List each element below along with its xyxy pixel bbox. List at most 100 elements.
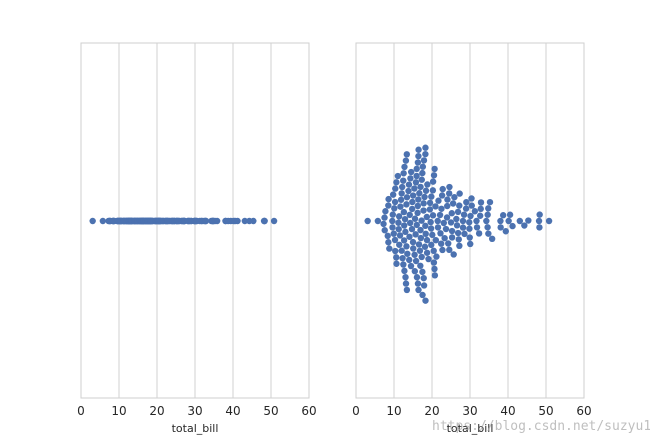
data-point (385, 195, 392, 203)
data-point (364, 217, 371, 225)
data-point (423, 249, 431, 256)
data-point (509, 222, 516, 230)
data-point (456, 190, 463, 197)
data-point (407, 168, 415, 176)
data-point (390, 230, 397, 237)
data-point (536, 224, 543, 231)
data-point (476, 212, 484, 219)
data-point (399, 183, 406, 191)
data-point (403, 194, 411, 201)
data-point (430, 259, 438, 266)
data-point (453, 222, 461, 229)
data-point (385, 239, 392, 246)
data-point (434, 217, 441, 225)
data-point (412, 231, 419, 238)
data-point (428, 241, 435, 249)
data-point (443, 214, 451, 221)
data-point (406, 233, 413, 240)
data-point (484, 224, 491, 231)
watermark-text: https://blog.csdn.net/suzyu12345 (432, 419, 650, 434)
data-point (442, 225, 450, 233)
data-point (430, 247, 437, 255)
data-point (411, 215, 419, 222)
data-point (486, 198, 494, 206)
data-point (415, 241, 423, 248)
data-point (437, 240, 445, 247)
data-point (422, 187, 430, 194)
data-point (250, 217, 257, 225)
data-point (261, 217, 268, 225)
data-point (381, 214, 388, 221)
data-point (417, 234, 425, 242)
data-point (471, 208, 479, 215)
data-point (393, 254, 400, 261)
x-tick-label: 20 (424, 404, 439, 418)
strip-plot-panel: 0 10 20 30 40 50 60 total_bill (77, 42, 317, 435)
data-point (459, 224, 467, 231)
data-point (435, 197, 442, 204)
data-point (448, 234, 456, 241)
data-point (449, 200, 457, 207)
data-point (483, 217, 490, 225)
x-tick-label: 50 (263, 404, 278, 418)
data-point (406, 219, 414, 227)
data-point (399, 254, 406, 262)
data-point (405, 181, 413, 188)
data-point (422, 297, 429, 304)
data-point (413, 274, 421, 281)
data-point (381, 227, 388, 234)
x-tick-label: 10 (111, 404, 126, 418)
data-point (461, 230, 468, 238)
data-point (398, 190, 405, 197)
data-point (420, 207, 427, 214)
data-point (241, 217, 249, 225)
data-point (488, 235, 496, 243)
data-point (397, 203, 404, 210)
data-point (477, 205, 484, 213)
data-point (415, 196, 422, 203)
data-point (429, 212, 437, 219)
data-point (407, 175, 414, 182)
data-point (417, 262, 424, 269)
data-point (468, 202, 475, 209)
data-point (536, 211, 543, 218)
x-tick-label: 0 (352, 404, 360, 418)
data-point (430, 172, 438, 179)
data-point (416, 190, 423, 197)
data-point (419, 169, 426, 177)
x-tick-label: 40 (500, 404, 515, 418)
data-point (456, 202, 463, 209)
data-point (402, 273, 409, 281)
data-point (420, 157, 428, 164)
x-tick-label: 50 (538, 404, 553, 418)
data-point (427, 218, 434, 226)
data-point (418, 217, 425, 224)
data-point (403, 243, 410, 250)
x-tick-label: 30 (462, 404, 477, 418)
data-point (382, 208, 389, 215)
data-point (448, 227, 456, 235)
axes-frame (80, 42, 310, 399)
data-point (405, 187, 412, 195)
data-point (535, 217, 543, 225)
data-point (438, 205, 445, 212)
data-point (431, 265, 438, 273)
data-point (403, 151, 411, 158)
data-point (477, 199, 485, 206)
x-tick-label: 20 (149, 404, 164, 418)
data-point (401, 215, 409, 223)
data-point (396, 232, 404, 239)
data-point (400, 177, 407, 184)
data-point (422, 150, 429, 158)
data-point (466, 219, 473, 226)
data-point (463, 198, 470, 206)
data-point (436, 211, 444, 219)
data-point (401, 267, 408, 275)
x-tick-label: 40 (225, 404, 240, 418)
data-point (497, 224, 504, 231)
data-point (400, 261, 407, 268)
x-tick-label: 10 (386, 404, 401, 418)
data-point (418, 253, 425, 261)
data-point (413, 221, 420, 229)
